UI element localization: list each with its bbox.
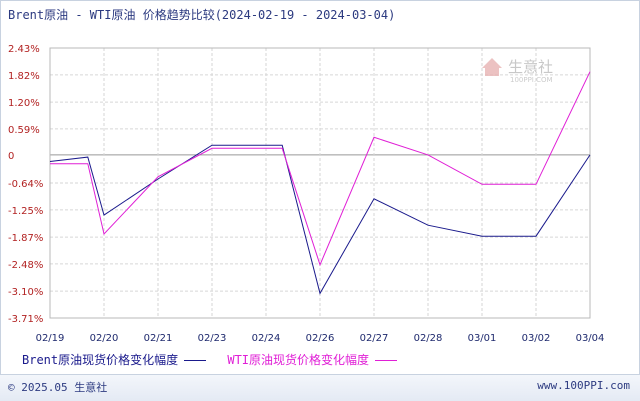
copyright-text: © 2025.05 生意社 (8, 381, 108, 394)
legend-label-wti: WTI原油现货价格变化幅度 (227, 353, 370, 367)
legend-item-wti: WTI原油现货价格变化幅度 (227, 351, 398, 368)
chart-title: Brent原油 - WTI原油 价格趋势比较(2024-02-19 - 2024… (8, 8, 396, 22)
grid (49, 47, 591, 319)
x-tick-label: 03/01 (468, 333, 497, 344)
x-tick-label: 02/24 (252, 333, 281, 344)
y-tick-label: -2.48% (8, 260, 43, 271)
x-tick-label: 02/21 (144, 333, 173, 344)
x-tick-label: 02/28 (414, 333, 443, 344)
y-tick-label: 1.82% (8, 71, 40, 82)
series-line-wti (50, 71, 591, 267)
x-axis-ticks: 02/19 02/20 02/21 02/23 02/24 02/26 02/27 02/28… (36, 333, 605, 344)
y-axis-ticks: 2.43% 1.82% 1.20% 0.59% 0 -0.64% -1.25% -1.87% -… (8, 44, 43, 325)
watermark-subtext: 100PPI.COM (510, 76, 553, 84)
y-tick-label: 0 (8, 151, 14, 162)
legend-item-brent: Brent原油现货价格变化幅度 (22, 351, 207, 368)
y-tick-label: -0.64% (8, 179, 43, 190)
y-tick-label: -1.25% (8, 206, 43, 217)
watermark-house-icon (482, 58, 502, 76)
site-link[interactable]: www.100PPI.com (537, 379, 630, 392)
footer-bar (0, 374, 640, 401)
y-tick-label: 1.20% (8, 98, 40, 109)
legend-swatch-brent (184, 360, 207, 361)
y-tick-label: -3.71% (8, 314, 43, 325)
y-tick-label: 2.43% (8, 44, 40, 55)
watermark-text: 生意社 (508, 58, 553, 76)
x-tick-label: 02/26 (306, 333, 335, 344)
series-line-brent (49, 144, 591, 295)
legend: Brent原油现货价格变化幅度 WTI原油现货价格变化幅度 (22, 351, 411, 368)
plot-area-border (49, 47, 591, 319)
legend-swatch-wti (375, 360, 398, 361)
x-tick-label: 02/27 (360, 333, 389, 344)
legend-label-brent: Brent原油现货价格变化幅度 (22, 353, 179, 367)
x-tick-label: 03/02 (522, 333, 551, 344)
x-tick-label: 03/04 (576, 333, 605, 344)
y-tick-label: -1.87% (8, 233, 43, 244)
series-lines (49, 71, 591, 295)
x-tick-label: 02/19 (36, 333, 65, 344)
y-tick-label: 0.59% (8, 125, 40, 136)
x-tick-label: 02/23 (198, 333, 227, 344)
x-tick-label: 02/20 (90, 333, 119, 344)
y-tick-label: -3.10% (8, 287, 43, 298)
